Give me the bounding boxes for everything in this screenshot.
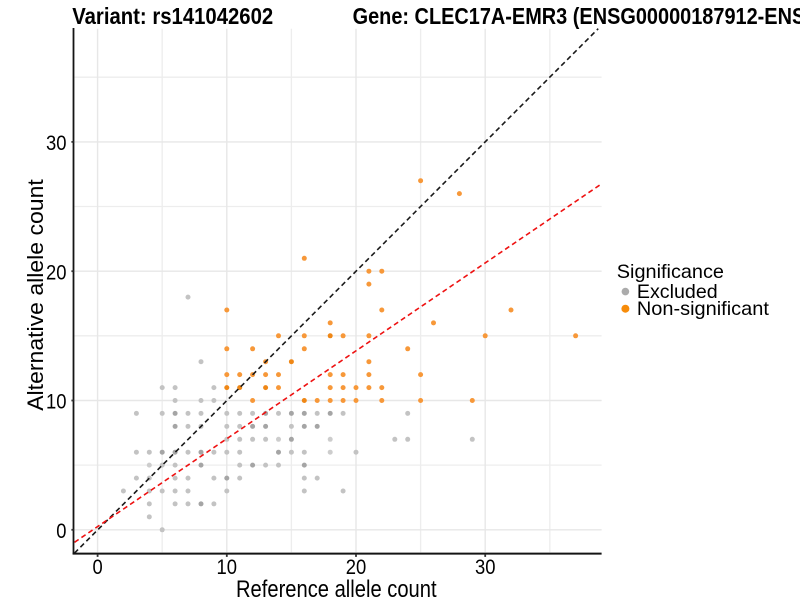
svg-text:0: 0 — [93, 555, 103, 579]
svg-text:Alternative allele count: Alternative allele count — [23, 178, 48, 410]
svg-text:20: 20 — [346, 555, 367, 579]
svg-text:0: 0 — [56, 519, 66, 543]
svg-text:30: 30 — [46, 131, 67, 155]
svg-text:Gene: CLEC17A-EMR3 (ENSG000001: Gene: CLEC17A-EMR3 (ENSG00000187912-ENSG… — [353, 3, 800, 29]
svg-text:10: 10 — [217, 555, 238, 579]
svg-text:20: 20 — [46, 260, 67, 284]
svg-text:Reference allele count: Reference allele count — [236, 576, 437, 600]
svg-text:Non-significant: Non-significant — [637, 299, 770, 320]
svg-text:Significance: Significance — [617, 262, 724, 283]
svg-text:30: 30 — [475, 555, 496, 579]
svg-text:Excluded: Excluded — [637, 282, 718, 303]
svg-text:Variant: rs141042602: Variant: rs141042602 — [72, 3, 273, 29]
svg-text:10: 10 — [46, 390, 67, 414]
